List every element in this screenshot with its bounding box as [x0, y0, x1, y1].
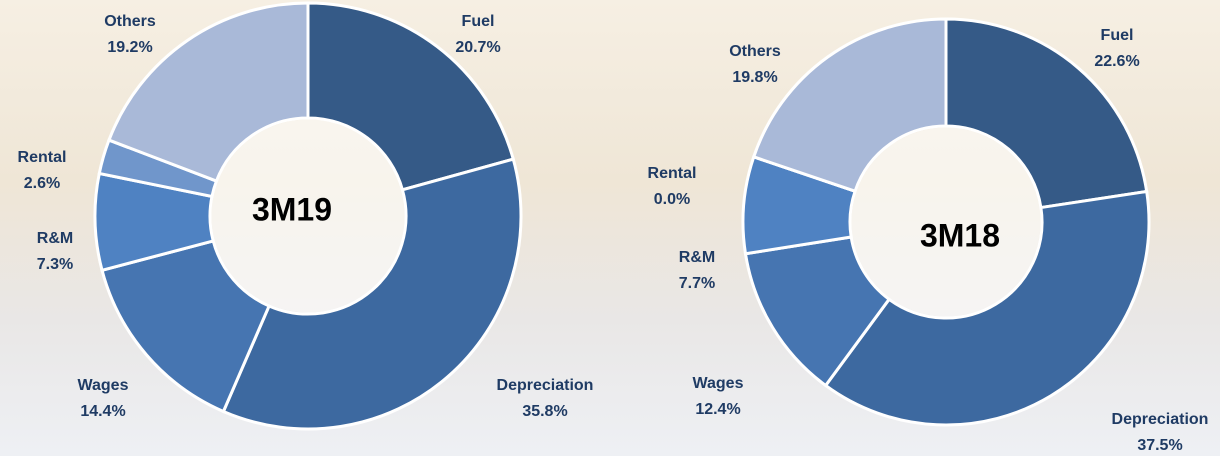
donut-center-title: 3M18	[920, 217, 1000, 253]
donut-center-title: 3M19	[252, 191, 332, 227]
slice-name: R&M	[679, 249, 715, 266]
slice-name: Rental	[648, 165, 697, 182]
slice-value-label: 12.4%	[695, 401, 740, 418]
slice-value-label: 35.8%	[522, 403, 567, 420]
slice-value-label: 19.2%	[107, 39, 152, 56]
slice-value-label: 19.8%	[732, 69, 777, 86]
slice-name: Depreciation	[497, 377, 594, 394]
slice-name: Fuel	[1101, 27, 1134, 44]
slice-value-label: 20.7%	[455, 39, 500, 56]
slice-name: Depreciation	[1112, 411, 1209, 428]
slice-name: Rental	[18, 149, 67, 166]
slice-value-label: 0.0%	[654, 191, 690, 208]
slice-value-label: 7.3%	[37, 256, 73, 273]
slice-value-label: 14.4%	[80, 403, 125, 420]
slice-name: Wages	[693, 375, 744, 392]
slice-value-label: 37.5%	[1137, 437, 1182, 454]
slice-name: Fuel	[462, 13, 495, 30]
slice-value-label: 2.6%	[24, 175, 60, 192]
slice-name: R&M	[37, 230, 73, 247]
slice-value-label: 22.6%	[1094, 53, 1139, 70]
slice-value-label: 7.7%	[679, 275, 715, 292]
slice-name: Others	[104, 13, 156, 30]
page: Fuel 20.7% Depreciation 35.8% Wages 14.4% R&M 7…	[0, 0, 1220, 456]
slice-name: Wages	[78, 377, 129, 394]
slice-name: Others	[729, 43, 781, 60]
